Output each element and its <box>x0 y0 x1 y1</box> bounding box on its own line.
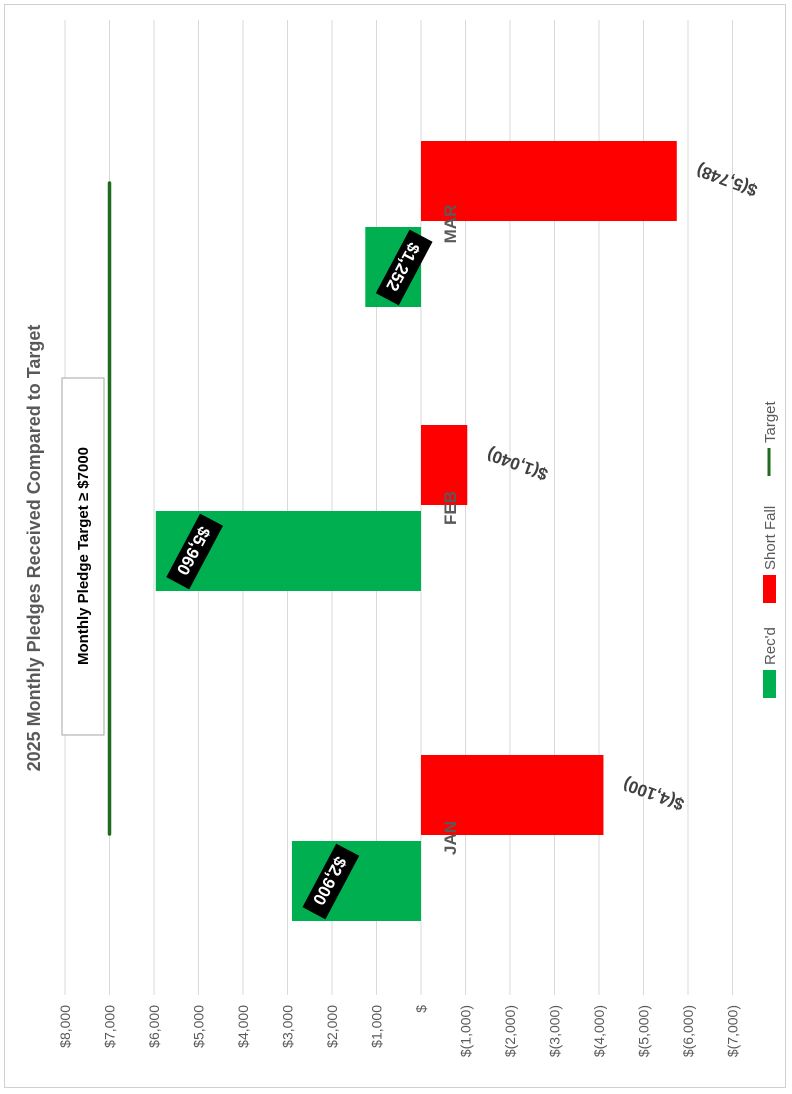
bar-shortfall-mar <box>421 141 677 221</box>
bar-shortfall-feb <box>421 425 468 505</box>
data-label-badge <box>375 229 433 306</box>
legend-label-recd: Rec'd <box>762 627 779 665</box>
tick-label: $(6,000) <box>680 1005 696 1057</box>
legend-item-target: Target <box>762 400 779 476</box>
category-labels: JAN FEB MAR <box>441 205 460 855</box>
tick-label: $6,000 <box>146 1005 162 1048</box>
tick-label: $(7,000) <box>725 1005 741 1057</box>
legend-swatch-recd <box>763 670 776 698</box>
value-axis-ticks: $8,000 $7,000 $6,000 $5,000 $4,000 $3,000 $2,0… <box>57 1005 741 1057</box>
category-label-feb: FEB <box>441 491 460 525</box>
tick-label: $(5,000) <box>636 1005 652 1057</box>
legend-swatch-shortfall <box>763 575 776 603</box>
tick-label: $2,000 <box>324 1005 340 1048</box>
legend-item-recd: Rec'd <box>762 627 779 698</box>
tick-label: $7,000 <box>102 1005 118 1048</box>
tick-label: $5,000 <box>191 1005 207 1048</box>
legend-label-target: Target <box>762 400 779 443</box>
legend-label-shortfall: Short Fall <box>762 506 779 570</box>
data-label-shortfall-mar: $(5,748) <box>694 160 760 200</box>
tick-label: $8,000 <box>57 1005 73 1048</box>
data-label-shortfall-feb: $(1,040) <box>484 444 550 484</box>
chart-title: 2025 Monthly Pledges Received Compared t… <box>24 325 44 772</box>
bars <box>155 141 677 921</box>
tick-label: $(1,000) <box>458 1005 474 1057</box>
chart-frame <box>4 4 786 1088</box>
tick-label: $(2,000) <box>502 1005 518 1057</box>
annotation-box <box>61 377 105 736</box>
tick-label: $1,000 <box>369 1005 385 1048</box>
tick-label: $4,000 <box>235 1005 251 1048</box>
tick-label: $(4,000) <box>591 1005 607 1057</box>
target-annotation: Monthly Pledge Target ≥ $7000 <box>61 377 105 736</box>
data-label-badge <box>166 513 224 590</box>
tick-label: $ <box>413 1005 429 1013</box>
annotation-text: Monthly Pledge Target ≥ $7000 <box>75 447 92 665</box>
category-label-jan: JAN <box>441 821 460 855</box>
legend-item-shortfall: Short Fall <box>762 506 779 603</box>
bar-shortfall-jan <box>421 755 604 835</box>
tick-label: $(3,000) <box>547 1005 563 1057</box>
data-label-shortfall-jan: $(4,100) <box>621 774 687 814</box>
tick-label: $3,000 <box>280 1005 296 1048</box>
data-label-badge <box>302 843 360 920</box>
category-label-mar: MAR <box>441 205 460 244</box>
legend: Rec'd Short Fall Target <box>762 400 779 698</box>
